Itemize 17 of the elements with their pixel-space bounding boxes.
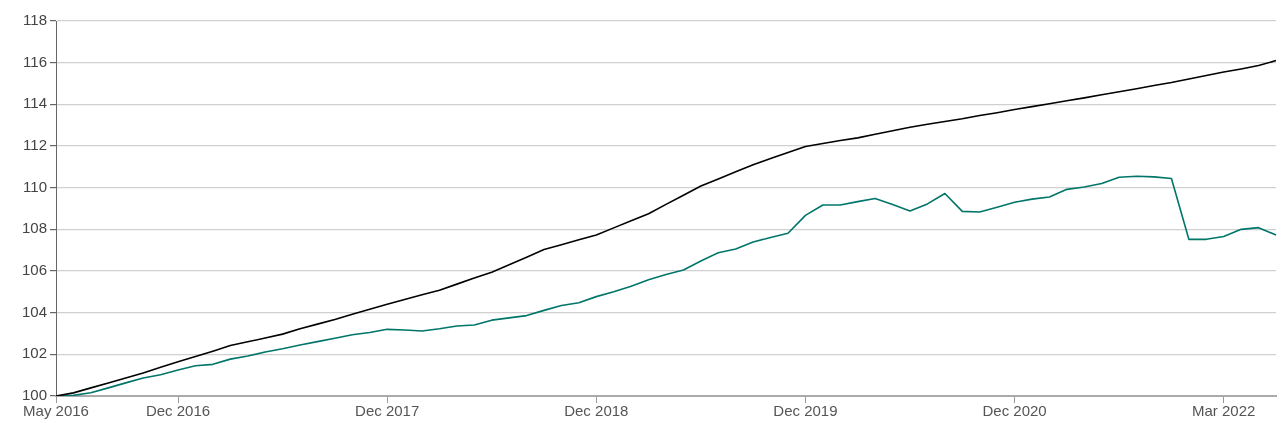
x-tick-label: Mar 2022 xyxy=(1192,402,1256,420)
x-tick-label: Dec 2019 xyxy=(773,402,838,420)
y-tick-label: 114 xyxy=(23,94,48,112)
y-tick-label: 106 xyxy=(22,261,48,279)
y-tick-label: 104 xyxy=(22,302,48,320)
y-tick-label: 110 xyxy=(23,177,48,195)
y-tick-label: 108 xyxy=(22,219,48,237)
y-tick-label: 112 xyxy=(23,136,48,154)
x-tick-label: May 2016 xyxy=(23,402,89,420)
y-tick-label: 100 xyxy=(22,386,48,404)
y-tick-label: 118 xyxy=(23,11,48,29)
y-tick-label: 102 xyxy=(22,344,48,362)
x-tick-label: Dec 2020 xyxy=(982,402,1047,420)
x-tick-label: Dec 2017 xyxy=(355,402,420,420)
x-tick-label: Dec 2018 xyxy=(564,402,629,420)
x-tick-label: Dec 2016 xyxy=(145,402,211,420)
y-tick-label: 116 xyxy=(23,52,48,70)
